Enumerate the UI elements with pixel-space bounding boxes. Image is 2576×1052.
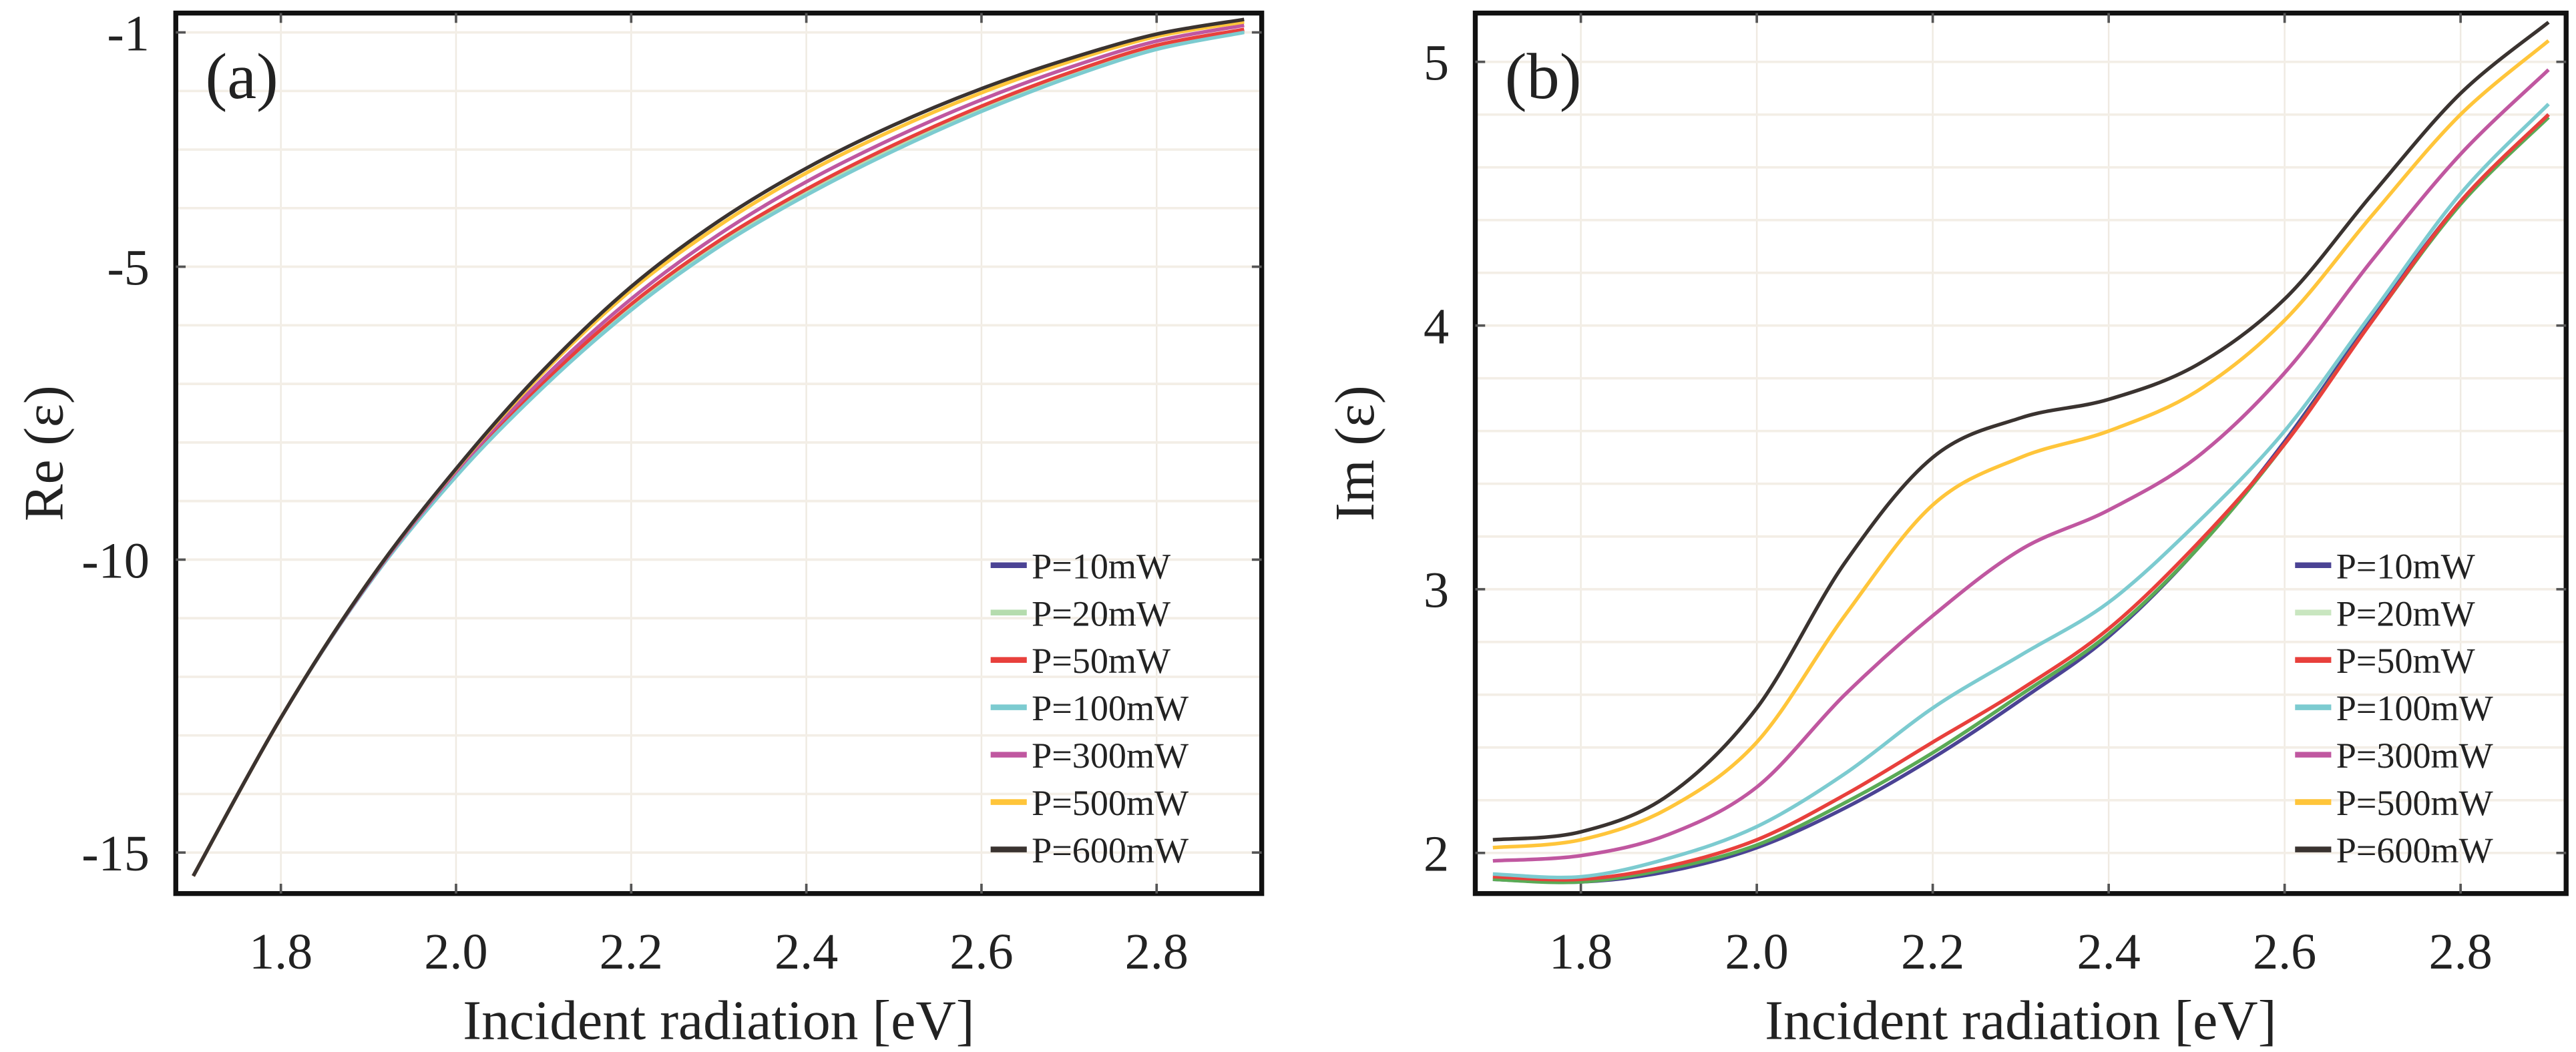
- series-line-p-600mw: [1492, 21, 2550, 842]
- x-tick-label: 2.0: [424, 924, 487, 980]
- x-tick-label: 2.8: [2428, 924, 2492, 980]
- series-line-p-100mw: [1492, 103, 2550, 880]
- x-tick-label: 2.0: [1725, 924, 1788, 980]
- legend-label: P=300mW: [1032, 736, 1189, 776]
- series-line-p-300mw: [1492, 68, 2550, 863]
- legend-label: P=10mW: [1032, 546, 1170, 586]
- legend-label: P=50mW: [1032, 641, 1170, 681]
- panel-a: 1.8 2.0 2.2 2.4 2.6 2.8 -1 -5 -10 -15 (a) Incident …: [13, 6, 1265, 1052]
- legend: P=10mW P=20mW P=50mW P=100mW P=300mW P=500mW P…: [2295, 546, 2493, 870]
- y-tick-label: 3: [1424, 563, 1449, 619]
- x-tick-label: 2.2: [600, 924, 663, 980]
- legend-label: P=600mW: [1032, 830, 1189, 870]
- y-tick-label: -10: [81, 533, 150, 589]
- legend-label: P=100mW: [2336, 688, 2493, 728]
- legend-label: P=600mW: [2336, 830, 2493, 870]
- x-axis-label: Incident radiation [eV]: [1765, 991, 2276, 1052]
- legend-label: P=20mW: [1032, 593, 1170, 633]
- x-tick-label: 2.8: [1125, 924, 1189, 980]
- series-line-p-600mw: [192, 17, 1245, 877]
- y-tick-label: 5: [1424, 35, 1449, 91]
- y-tick-label: -5: [107, 240, 150, 296]
- y-tick-label: -15: [81, 826, 150, 882]
- y-tick-label: -1: [107, 6, 150, 62]
- legend: P=10mW P=20mW P=50mW P=100mW P=300mW P=500mW P…: [990, 546, 1189, 870]
- legend-label: P=10mW: [2336, 546, 2475, 586]
- x-axis-label: Incident radiation [eV]: [463, 991, 974, 1052]
- x-tick-label: 1.8: [249, 924, 312, 980]
- panel-b: 1.8 2.0 2.2 2.4 2.6 2.8 2 3 4 5 (b) Incident radiat…: [1325, 10, 2569, 1052]
- x-tick-label: 2.4: [775, 924, 838, 980]
- x-tick-label: 2.6: [2253, 924, 2316, 980]
- x-tick-label: 2.4: [2077, 924, 2140, 980]
- panel-label: (a): [206, 41, 278, 113]
- panel-label: (b): [1505, 41, 1582, 113]
- series-line-p-50mw: [1492, 113, 2550, 882]
- legend-label: P=500mW: [2336, 783, 2493, 823]
- x-tick-label: 2.2: [1901, 924, 1964, 980]
- plot-frame: [1472, 10, 2569, 896]
- legend-label: P=500mW: [1032, 783, 1189, 823]
- plot-frame: [173, 10, 1265, 896]
- legend-label: P=100mW: [1032, 688, 1189, 728]
- x-tick-label: 1.8: [1549, 924, 1613, 980]
- y-tick-label: 4: [1424, 299, 1449, 355]
- y-axis-label: Re (ε): [13, 385, 75, 521]
- x-tick-label: 2.6: [949, 924, 1013, 980]
- legend-label: P=20mW: [2336, 593, 2475, 633]
- series-line-p-500mw: [1492, 39, 2550, 850]
- legend-label: P=300mW: [2336, 736, 2493, 776]
- legend-label: P=50mW: [2336, 641, 2475, 681]
- y-axis-label: Im (ε): [1325, 385, 1386, 521]
- y-tick-label: 2: [1424, 826, 1449, 882]
